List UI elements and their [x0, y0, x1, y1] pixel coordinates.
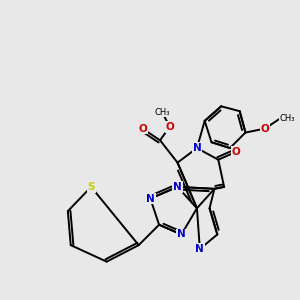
Text: N: N [196, 244, 204, 254]
Text: O: O [165, 122, 174, 132]
Text: N: N [177, 230, 186, 239]
Text: O: O [138, 124, 147, 134]
Text: CH₃: CH₃ [280, 114, 295, 123]
Text: S: S [87, 182, 95, 192]
Text: N: N [146, 194, 155, 203]
Text: O: O [231, 147, 240, 157]
Text: N: N [173, 182, 182, 192]
Text: O: O [260, 124, 269, 134]
Text: N: N [193, 143, 201, 153]
Text: CH₃: CH₃ [154, 108, 170, 117]
